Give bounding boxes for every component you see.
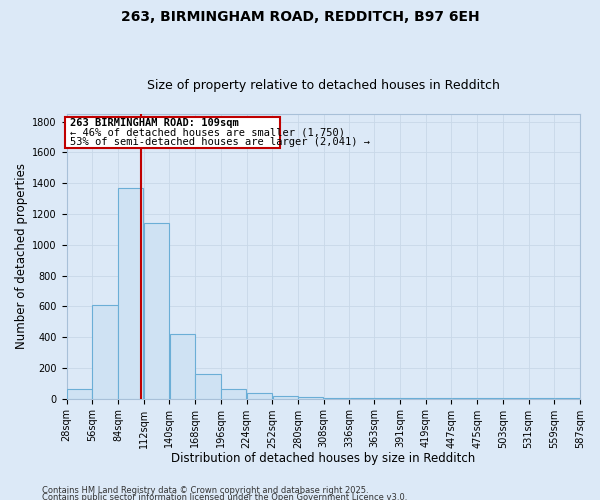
Bar bbox=[196, 374, 221, 398]
Bar bbox=[298, 397, 323, 398]
Text: 263 BIRMINGHAM ROAD: 109sqm: 263 BIRMINGHAM ROAD: 109sqm bbox=[70, 118, 239, 128]
Y-axis label: Number of detached properties: Number of detached properties bbox=[15, 164, 28, 350]
Bar bbox=[144, 223, 169, 398]
FancyBboxPatch shape bbox=[65, 117, 280, 148]
Bar bbox=[272, 396, 298, 398]
Text: ← 46% of detached houses are smaller (1,750): ← 46% of detached houses are smaller (1,… bbox=[70, 128, 345, 138]
Text: 263, BIRMINGHAM ROAD, REDDITCH, B97 6EH: 263, BIRMINGHAM ROAD, REDDITCH, B97 6EH bbox=[121, 10, 479, 24]
Text: Contains HM Land Registry data © Crown copyright and database right 2025.: Contains HM Land Registry data © Crown c… bbox=[42, 486, 368, 495]
Bar bbox=[170, 334, 195, 398]
Title: Size of property relative to detached houses in Redditch: Size of property relative to detached ho… bbox=[147, 79, 500, 92]
Bar bbox=[221, 390, 247, 398]
Text: 53% of semi-detached houses are larger (2,041) →: 53% of semi-detached houses are larger (… bbox=[70, 138, 370, 147]
Bar bbox=[118, 188, 143, 398]
Bar bbox=[67, 390, 92, 398]
X-axis label: Distribution of detached houses by size in Redditch: Distribution of detached houses by size … bbox=[171, 452, 475, 465]
Bar bbox=[92, 305, 118, 398]
Text: Contains public sector information licensed under the Open Government Licence v3: Contains public sector information licen… bbox=[42, 494, 407, 500]
Bar bbox=[247, 393, 272, 398]
